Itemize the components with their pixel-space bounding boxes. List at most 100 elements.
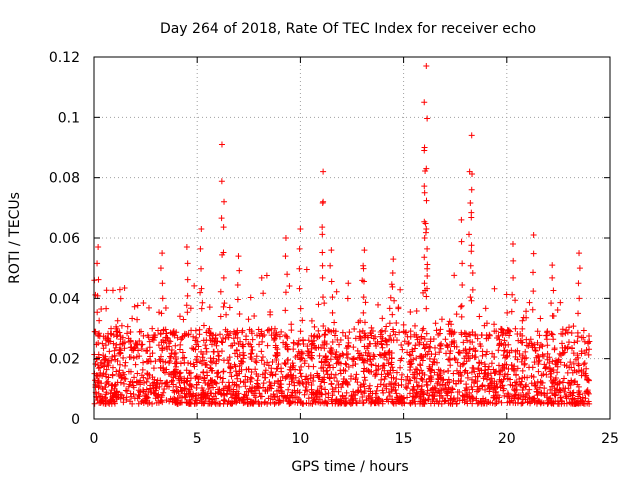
data-point xyxy=(403,329,410,336)
data-point xyxy=(543,371,550,378)
data-point xyxy=(227,365,234,372)
data-point xyxy=(150,365,157,372)
data-point xyxy=(134,370,141,377)
data-point xyxy=(162,338,169,345)
data-point xyxy=(194,353,201,360)
data-point xyxy=(147,382,154,389)
data-point xyxy=(257,393,264,400)
data-point xyxy=(198,265,205,272)
data-point xyxy=(158,310,165,317)
data-point xyxy=(149,374,156,381)
data-point xyxy=(236,363,243,370)
data-point xyxy=(398,376,405,383)
data-point xyxy=(237,338,244,345)
data-point xyxy=(138,341,145,348)
data-point xyxy=(190,361,197,368)
data-point xyxy=(581,400,588,407)
data-point xyxy=(516,350,523,357)
data-point xyxy=(136,328,143,335)
data-point xyxy=(383,323,390,330)
data-point xyxy=(561,375,568,382)
data-point xyxy=(224,391,231,398)
data-point xyxy=(558,400,565,407)
data-point xyxy=(464,337,471,344)
data-point xyxy=(549,358,556,365)
data-point xyxy=(131,303,138,310)
data-point xyxy=(488,382,495,389)
data-point xyxy=(379,387,386,394)
data-point xyxy=(292,354,299,361)
data-point xyxy=(336,341,343,348)
data-point xyxy=(198,225,205,232)
data-point xyxy=(292,399,299,406)
data-point xyxy=(575,389,582,396)
data-point xyxy=(418,375,425,382)
data-point xyxy=(389,364,396,371)
data-point xyxy=(134,302,141,309)
data-point xyxy=(267,382,274,389)
data-point xyxy=(530,231,537,238)
data-point xyxy=(461,355,468,362)
data-point xyxy=(495,333,502,340)
data-point xyxy=(554,307,561,314)
data-point xyxy=(521,361,528,368)
data-point xyxy=(469,394,476,401)
data-point xyxy=(100,370,107,377)
data-point xyxy=(112,344,119,351)
data-point xyxy=(130,391,137,398)
data-point xyxy=(172,342,179,349)
data-point xyxy=(360,357,367,364)
data-point xyxy=(124,323,131,330)
data-point xyxy=(186,369,193,376)
data-point xyxy=(213,370,220,377)
data-point xyxy=(201,391,208,398)
data-point xyxy=(412,366,419,373)
data-point xyxy=(519,386,526,393)
data-point xyxy=(209,337,216,344)
data-point xyxy=(245,340,252,347)
data-point xyxy=(282,253,289,260)
data-point xyxy=(531,359,538,366)
data-point xyxy=(432,385,439,392)
data-point xyxy=(468,297,475,304)
data-point xyxy=(404,373,411,380)
data-point xyxy=(326,374,333,381)
data-point xyxy=(304,376,311,383)
data-point xyxy=(518,358,525,365)
data-point xyxy=(221,300,228,307)
data-point xyxy=(166,398,173,405)
data-point xyxy=(578,350,585,357)
data-point xyxy=(320,294,327,301)
data-point xyxy=(227,342,234,349)
data-point xyxy=(146,344,153,351)
data-point xyxy=(308,354,315,361)
data-point xyxy=(523,308,530,315)
data-point xyxy=(570,350,577,357)
data-point xyxy=(475,366,482,373)
data-point xyxy=(366,368,373,375)
data-point xyxy=(446,318,453,325)
data-point xyxy=(127,368,134,375)
data-point xyxy=(130,382,137,389)
data-point xyxy=(220,249,227,256)
data-point xyxy=(360,399,367,406)
data-point xyxy=(476,370,483,377)
data-point xyxy=(534,392,541,399)
data-point xyxy=(146,372,153,379)
data-point xyxy=(424,273,431,280)
data-point xyxy=(253,370,260,377)
data-point xyxy=(575,395,582,402)
data-point xyxy=(200,322,207,329)
data-point xyxy=(395,304,402,311)
data-point xyxy=(406,351,413,358)
data-point xyxy=(459,392,466,399)
data-point xyxy=(374,383,381,390)
data-point xyxy=(360,381,367,388)
y-tick-label: 0.02 xyxy=(49,352,80,368)
data-point xyxy=(331,332,338,339)
data-point xyxy=(468,242,475,249)
data-point xyxy=(362,299,369,306)
data-point xyxy=(102,394,109,401)
data-point xyxy=(184,276,191,283)
data-point xyxy=(378,338,385,345)
